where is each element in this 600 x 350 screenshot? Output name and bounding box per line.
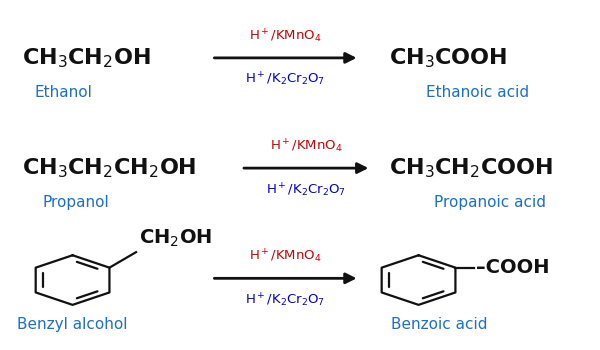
Text: H$^+$/K$_2$Cr$_2$O$_7$: H$^+$/K$_2$Cr$_2$O$_7$ [245,71,326,89]
Text: –COOH: –COOH [476,258,549,277]
Text: CH$_2$OH: CH$_2$OH [139,228,212,249]
Text: CH$_3$CH$_2$OH: CH$_3$CH$_2$OH [22,46,151,70]
Text: Propanol: Propanol [42,195,109,210]
Text: H$^+$/KMnO$_4$: H$^+$/KMnO$_4$ [249,27,322,45]
Text: H$^+$/K$_2$Cr$_2$O$_7$: H$^+$/K$_2$Cr$_2$O$_7$ [245,292,326,309]
Text: Propanoic acid: Propanoic acid [434,195,545,210]
Text: H$^+$/KMnO$_4$: H$^+$/KMnO$_4$ [270,138,343,155]
Text: Ethanoic acid: Ethanoic acid [426,85,529,100]
Text: Benzoic acid: Benzoic acid [391,317,487,332]
Text: Ethanol: Ethanol [35,85,92,100]
Text: CH$_3$COOH: CH$_3$COOH [389,46,508,70]
Text: H$^+$/KMnO$_4$: H$^+$/KMnO$_4$ [249,248,322,265]
Text: CH$_3$CH$_2$COOH: CH$_3$CH$_2$COOH [389,156,553,180]
Text: CH$_3$CH$_2$CH$_2$OH: CH$_3$CH$_2$CH$_2$OH [22,156,197,180]
Text: Benzyl alcohol: Benzyl alcohol [17,317,128,332]
Text: H$^+$/K$_2$Cr$_2$O$_7$: H$^+$/K$_2$Cr$_2$O$_7$ [266,181,346,198]
